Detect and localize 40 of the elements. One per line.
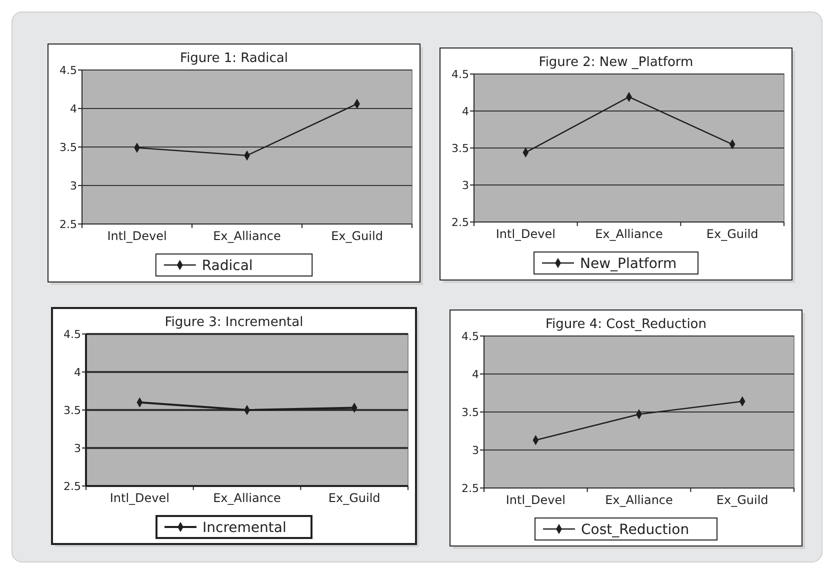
x-tick-label: Ex_Guild	[328, 491, 380, 505]
y-tick-label: 4	[74, 366, 81, 379]
x-tick-label: Ex_Guild	[716, 493, 768, 507]
chart-title: Figure 3: Incremental	[164, 315, 304, 330]
x-tick-label: Intl_Devel	[506, 493, 566, 507]
chart-title: Figure 2: New _Platform	[538, 55, 694, 70]
y-tick-label: 4	[472, 368, 479, 381]
x-tick-label: Ex_Alliance	[213, 491, 281, 505]
chart-title: Figure 4: Cost_Reduction	[546, 317, 706, 332]
x-tick-label: Intl_Devel	[110, 491, 170, 505]
x-tick-label: Ex_Alliance	[595, 227, 663, 241]
y-tick-label: 3.5	[64, 404, 81, 417]
x-tick-label: Ex_Guild	[331, 229, 383, 243]
y-tick-label: 4.5	[60, 64, 77, 77]
x-tick-label: Intl_Devel	[107, 229, 167, 243]
x-tick-label: Ex_Alliance	[213, 229, 281, 243]
chart-title: Figure 1: Radical	[180, 51, 288, 66]
y-tick-label: 3.5	[462, 406, 479, 419]
y-tick-label: 4	[70, 102, 77, 116]
x-tick-label: Ex_Guild	[706, 227, 758, 241]
legend-label: Radical	[202, 258, 253, 274]
legend-label: Cost_Reduction	[581, 522, 690, 538]
x-tick-label: Intl_Devel	[496, 227, 556, 241]
legend-label: Incremental	[202, 520, 286, 536]
y-tick-label: 2.5	[452, 216, 469, 229]
y-tick-label: 2.5	[64, 480, 81, 493]
y-tick-label: 4.5	[64, 328, 81, 341]
y-tick-label: 3	[472, 444, 479, 457]
y-tick-label: 3	[74, 442, 81, 455]
y-tick-label: 3	[70, 179, 77, 192]
y-tick-label: 3	[462, 178, 469, 192]
legend-label: New_Platform	[580, 256, 677, 272]
y-tick-label: 3.5	[60, 140, 77, 154]
y-tick-label: 4	[462, 104, 469, 118]
y-tick-label: 2.5	[462, 482, 479, 495]
y-tick-label: 2.5	[60, 218, 77, 231]
y-tick-label: 4.5	[462, 330, 479, 343]
y-tick-label: 4.5	[452, 68, 469, 81]
y-tick-label: 3.5	[452, 142, 469, 155]
x-tick-label: Ex_Alliance	[605, 493, 673, 507]
